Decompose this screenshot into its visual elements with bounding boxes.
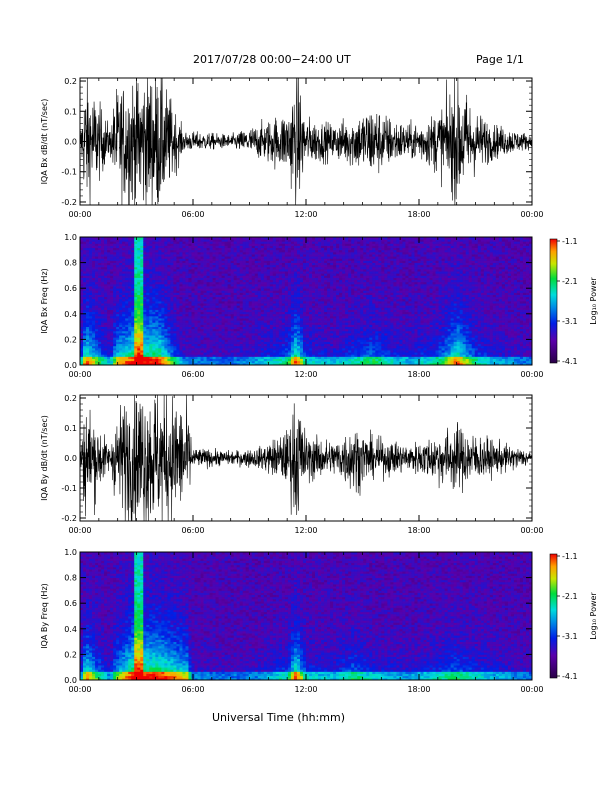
x-tick-label: 18:00 xyxy=(407,210,430,219)
x-tick-label: 12:00 xyxy=(294,210,317,219)
colorbar-title: Log₁₀ Power xyxy=(589,592,598,640)
y-tick-label: 0.2 xyxy=(64,335,77,344)
y-tick-label: 0.0 xyxy=(64,454,77,463)
y-tick-label: 1.0 xyxy=(64,548,77,557)
y-tick-label: 0.4 xyxy=(64,310,77,319)
x-tick-label: 00:00 xyxy=(68,370,91,379)
y-tick-label: -0.1 xyxy=(61,484,77,493)
y-axis-title: IQA By dB/dt (nT/sec) xyxy=(40,415,49,501)
y-tick-label: 0.4 xyxy=(64,625,77,634)
y-tick-label: 0.2 xyxy=(64,77,77,86)
x-tick-label: 12:00 xyxy=(294,526,317,535)
x-tick-label: 00:00 xyxy=(520,685,543,694)
colorbar-tick-label: -3.1 xyxy=(562,317,578,326)
colorbar-title: Log₁₀ Power xyxy=(589,277,598,325)
y-tick-label: -0.2 xyxy=(61,198,77,207)
x-tick-label: 12:00 xyxy=(294,685,317,694)
y-tick-label: -0.1 xyxy=(61,168,77,177)
colorbar-tick-label: -2.1 xyxy=(562,592,578,601)
colorbar-tick-label: -4.1 xyxy=(562,357,578,366)
x-tick-label: 18:00 xyxy=(407,370,430,379)
x-tick-label: 18:00 xyxy=(407,526,430,535)
y-tick-label: 0.1 xyxy=(64,107,77,116)
y-tick-label: 0.8 xyxy=(64,574,77,583)
colorbar-tick-label: -1.1 xyxy=(562,237,578,246)
y-tick-label: 0.6 xyxy=(64,284,77,293)
colorbar-tick-label: -4.1 xyxy=(562,672,578,681)
y-tick-label: 0.8 xyxy=(64,259,77,268)
x-tick-label: 18:00 xyxy=(407,685,430,694)
x-tick-label: 00:00 xyxy=(520,370,543,379)
y-axis-title: IQA Bx dB/dt (nT/sec) xyxy=(40,99,49,185)
x-tick-label: 06:00 xyxy=(181,210,204,219)
y-axis-title: IQA Bx Freq (Hz) xyxy=(40,268,49,334)
x-tick-label: 00:00 xyxy=(68,685,91,694)
colorbar-4 xyxy=(550,554,557,678)
y-tick-label: 0.1 xyxy=(64,424,77,433)
x-tick-label: 06:00 xyxy=(181,526,204,535)
x-tick-label: 06:00 xyxy=(181,370,204,379)
x-tick-label: 12:00 xyxy=(294,370,317,379)
spectrogram-2 xyxy=(80,237,532,365)
y-tick-label: 0.0 xyxy=(64,361,77,370)
y-tick-label: 0.2 xyxy=(64,650,77,659)
y-tick-label: 0.0 xyxy=(64,676,77,685)
y-tick-label: 1.0 xyxy=(64,233,77,242)
y-tick-label: 0.6 xyxy=(64,599,77,608)
x-tick-label: 00:00 xyxy=(520,210,543,219)
x-tick-label: 00:00 xyxy=(68,210,91,219)
colorbar-tick-label: -3.1 xyxy=(562,632,578,641)
x-tick-label: 00:00 xyxy=(68,526,91,535)
y-tick-label: 0.2 xyxy=(64,394,77,403)
colorbar-tick-label: -2.1 xyxy=(562,277,578,286)
colorbar-2 xyxy=(550,239,557,363)
y-tick-label: 0.0 xyxy=(64,138,77,147)
y-axis-title: IQA By Freq (Hz) xyxy=(40,583,49,649)
x-tick-label: 00:00 xyxy=(520,526,543,535)
colorbar-tick-label: -1.1 xyxy=(562,552,578,561)
x-tick-label: 06:00 xyxy=(181,685,204,694)
y-tick-label: -0.2 xyxy=(61,514,77,523)
spectrogram-4 xyxy=(80,552,532,680)
